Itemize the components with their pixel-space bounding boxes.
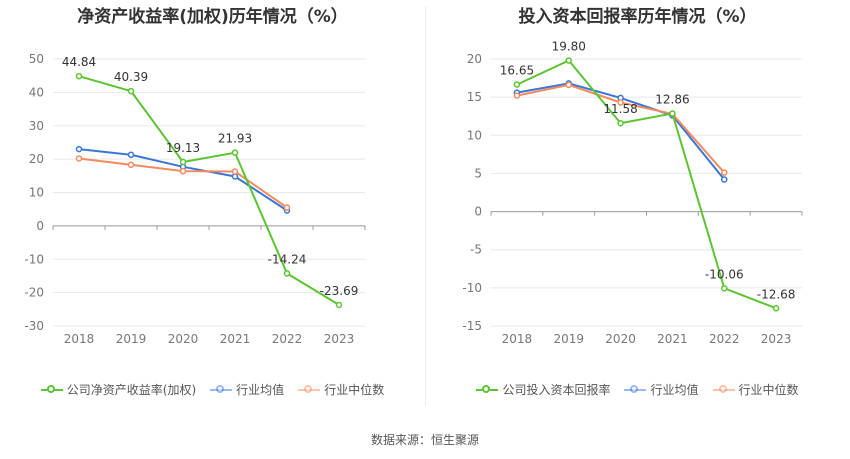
roic-point-median <box>565 81 572 89</box>
roe-point-median <box>75 155 83 162</box>
roic-y-tick-label: 20 <box>467 52 482 66</box>
roic-x-tick-label: 2020 <box>605 332 636 346</box>
legend-swatch-avg <box>210 384 233 396</box>
legend-item-company-roic[interactable]: 公司投入资本回报率 <box>476 381 610 398</box>
roe-point-company <box>179 158 187 166</box>
roe-data-label: 21.93 <box>218 132 252 146</box>
roic-data-label: 19.80 <box>552 40 586 54</box>
roic-y-tick-label: 10 <box>467 128 482 142</box>
roe-data-label: -23.69 <box>320 284 359 298</box>
roic-y-tick-label: 5 <box>474 166 482 180</box>
roe-point-median <box>231 168 239 175</box>
roe-point-company <box>283 270 291 277</box>
roe-y-tick-label: 20 <box>29 152 44 166</box>
legend-item-industry-median[interactable]: 行业中位数 <box>712 381 799 398</box>
roe-x-tick-label: 2023 <box>324 332 355 346</box>
legend-swatch-company <box>40 384 63 396</box>
roic-data-label: -12.68 <box>757 287 796 301</box>
roic-point-avg <box>721 176 728 183</box>
roe-y-tick-label: 30 <box>29 119 44 133</box>
roe-data-label: 40.39 <box>114 70 148 84</box>
roic-y-tick-label: -10 <box>462 281 482 295</box>
roe-y-tick-label: 40 <box>29 85 44 99</box>
roic-point-median <box>617 99 624 106</box>
roe-data-label: -14.24 <box>268 252 307 266</box>
roe-x-tick-label: 2020 <box>168 332 199 346</box>
roe-y-tick-label: -10 <box>24 252 44 266</box>
roe-x-tick-label: 2019 <box>116 332 147 346</box>
roe-series-line-company <box>78 75 340 306</box>
roic-series-line-company <box>516 59 777 310</box>
legend-item-company-roe[interactable]: 公司净资产收益率(加权) <box>40 381 197 398</box>
legend-swatch-avg <box>624 384 647 396</box>
roic-y-tick-label: 15 <box>467 90 482 104</box>
roic-chart-svg: 20 15 10 5 0 -5 -10 -15 2018 2019 2020 2021 2022 2023… <box>462 40 803 346</box>
roe-data-label: 19.13 <box>166 141 200 155</box>
roe-point-avg <box>127 151 135 159</box>
legend-label-company-roe: 公司净资产收益率(加权) <box>66 383 197 397</box>
legend-item-industry-median[interactable]: 行业中位数 <box>298 381 384 398</box>
roe-point-company <box>127 87 135 95</box>
roe-y-tick-label: 50 <box>29 52 44 66</box>
roic-point-median <box>513 92 521 99</box>
roe-chart-svg: 50 40 30 20 10 0 -10 -20 -30 2018 2019 2020 2021 2022… <box>24 52 366 346</box>
roe-chart-title: 净资产收益率(加权)历年情况（%） <box>77 7 348 27</box>
roic-point-company <box>772 305 780 312</box>
legend-swatch-company <box>476 384 499 396</box>
roic-x-tick-label: 2019 <box>553 332 584 346</box>
roic-point-company <box>721 285 728 292</box>
roe-chart-panel: 净资产收益率(加权)历年情况（%） 50 40 30 20 10 0 -10 -20 -30 20… <box>0 0 425 420</box>
legend-label-company-roic: 公司投入资本回报率 <box>502 383 611 397</box>
roe-point-company <box>335 301 343 309</box>
roic-y-tick-label: -15 <box>462 319 482 333</box>
roic-y-tick-label: 0 <box>474 205 482 219</box>
roe-point-avg <box>231 173 239 180</box>
roe-y-tick-label: 0 <box>36 219 44 233</box>
roe-point-median <box>283 204 291 211</box>
roic-y-tick-label: -5 <box>470 243 482 257</box>
roic-point-company <box>669 110 676 117</box>
roic-x-tick-label: 2021 <box>657 332 688 346</box>
panel-divider <box>425 6 426 406</box>
roic-point-company <box>565 57 572 64</box>
roic-x-tick-label: 2022 <box>709 332 740 346</box>
legend-swatch-median <box>298 384 321 396</box>
roe-y-tick-label: -30 <box>24 319 44 333</box>
roic-point-company <box>617 119 624 127</box>
legend-label-industry-median: 行业中位数 <box>738 383 799 397</box>
roe-y-tick-label: -20 <box>24 286 44 300</box>
roe-y-tick-label: 10 <box>29 186 44 200</box>
roic-x-tick-label: 2018 <box>502 332 533 346</box>
roe-chart-legend: 公司净资产收益率(加权) 行业均值 行业中位数 <box>0 381 425 398</box>
legend-swatch-median <box>712 384 735 396</box>
roe-point-avg <box>75 145 83 153</box>
legend-label-industry-median: 行业中位数 <box>324 383 385 397</box>
roic-data-label: 12.86 <box>655 92 689 106</box>
legend-label-industry-avg: 行业均值 <box>236 383 285 397</box>
roic-chart-legend: 公司投入资本回报率 行业均值 行业中位数 <box>425 381 850 398</box>
roe-point-company <box>231 149 239 156</box>
roe-point-median <box>179 167 187 175</box>
legend-item-industry-avg[interactable]: 行业均值 <box>624 381 699 398</box>
roe-x-tick-label: 2018 <box>64 332 95 346</box>
roic-x-tick-label: 2023 <box>761 332 792 346</box>
roe-point-median <box>127 161 135 169</box>
roic-data-label: -10.06 <box>705 267 744 281</box>
roic-point-company <box>513 81 521 88</box>
roe-point-company <box>75 72 83 80</box>
roic-chart-panel: 投入资本回报率历年情况（%） 20 15 10 5 0 -5 -10 -15 2018 2019 2… <box>425 0 850 420</box>
legend-label-industry-avg: 行业均值 <box>650 383 699 397</box>
roic-data-label: 16.65 <box>500 64 534 78</box>
roe-x-tick-label: 2022 <box>272 332 303 346</box>
data-source-note: 数据来源：恒生聚源 <box>370 433 479 447</box>
roic-point-median <box>721 169 728 176</box>
roe-data-label: 44.84 <box>62 55 96 69</box>
legend-item-industry-avg[interactable]: 行业均值 <box>210 381 284 398</box>
roic-chart-title: 投入资本回报率历年情况（%） <box>518 7 757 27</box>
roic-data-label: 11.58 <box>603 102 637 116</box>
roe-x-tick-label: 2021 <box>220 332 251 346</box>
